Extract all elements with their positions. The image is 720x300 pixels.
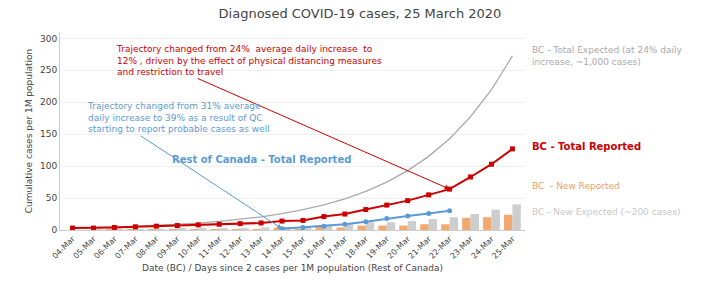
svg-text:Rest of Canada - Total Reporte: Rest of Canada - Total Reported: [172, 154, 351, 165]
svg-text:09-Mar: 09-Mar: [155, 234, 182, 261]
svg-text:BC - Total Reported: BC - Total Reported: [532, 141, 641, 152]
svg-text:14-Mar: 14-Mar: [260, 234, 287, 261]
svg-text:10-Mar: 10-Mar: [176, 234, 203, 261]
svg-text:21-Mar: 21-Mar: [407, 234, 434, 261]
svg-text:Cumulative cases per 1M popula: Cumulative cases per 1M population: [24, 49, 34, 214]
svg-text:16-Mar: 16-Mar: [302, 234, 329, 261]
svg-text:Trajectory changed from 31% av: Trajectory changed from 31% averagedaily…: [87, 101, 270, 134]
svg-text:04-Mar: 04-Mar: [51, 234, 78, 261]
svg-text:250: 250: [40, 65, 57, 75]
svg-text:Trajectory changed from 24% a: Trajectory changed from 24% average dail…: [116, 44, 382, 77]
svg-text:17-Mar: 17-Mar: [323, 234, 350, 261]
svg-text:18-Mar: 18-Mar: [344, 234, 371, 261]
svg-text:BC - New Reported: BC - New Reported: [532, 181, 620, 191]
svg-text:BC - Total Expected (at 24% da: BC - Total Expected (at 24% dailyincreas…: [532, 45, 683, 67]
svg-text:200: 200: [40, 97, 57, 107]
svg-text:20-Mar: 20-Mar: [386, 234, 413, 261]
svg-text:23-Mar: 23-Mar: [448, 234, 475, 261]
svg-text:0: 0: [51, 225, 57, 235]
svg-text:11-Mar: 11-Mar: [197, 234, 224, 261]
svg-text:19-Mar: 19-Mar: [365, 234, 392, 261]
svg-text:08-Mar: 08-Mar: [134, 234, 161, 261]
svg-text:300: 300: [40, 34, 57, 44]
svg-text:12-Mar: 12-Mar: [218, 234, 245, 261]
svg-text:Date (BC) / Days since 2 cases: Date (BC) / Days since 2 cases per 1M po…: [142, 263, 443, 273]
svg-text:24-Mar: 24-Mar: [469, 234, 496, 261]
svg-text:07-Mar: 07-Mar: [113, 234, 140, 261]
svg-text:25-Mar: 25-Mar: [490, 234, 517, 261]
svg-text:13-Mar: 13-Mar: [239, 234, 266, 261]
svg-text:15-Mar: 15-Mar: [281, 234, 308, 261]
svg-text:05-Mar: 05-Mar: [71, 234, 98, 261]
svg-text:22-Mar: 22-Mar: [428, 234, 455, 261]
svg-text:Diagnosed COVID-19 cases, 25 M: Diagnosed COVID-19 cases, 25 March 2020: [219, 6, 502, 21]
svg-text:100: 100: [40, 161, 57, 171]
svg-text:BC - New Expected (~200 cases): BC - New Expected (~200 cases): [532, 207, 681, 217]
svg-text:50: 50: [46, 193, 58, 203]
svg-text:06-Mar: 06-Mar: [92, 234, 119, 261]
svg-text:150: 150: [40, 129, 57, 139]
